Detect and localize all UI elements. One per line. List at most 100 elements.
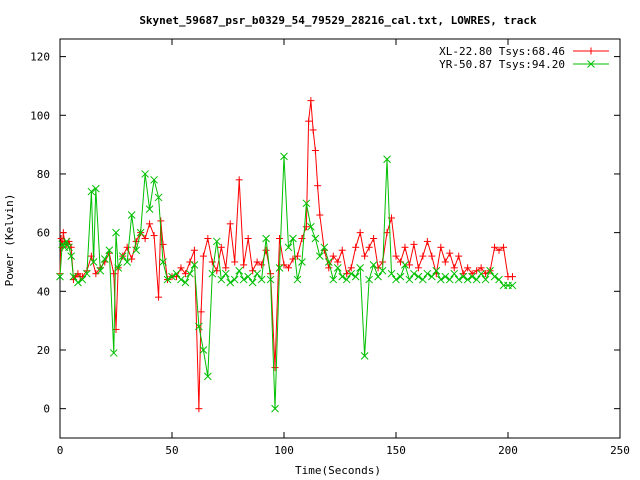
data-point bbox=[275, 263, 284, 272]
data-point bbox=[450, 264, 458, 272]
data-point bbox=[253, 258, 261, 266]
data-point bbox=[311, 234, 320, 243]
data-point bbox=[360, 351, 369, 360]
data-point bbox=[226, 220, 234, 228]
data-point bbox=[105, 246, 114, 255]
data-point bbox=[59, 229, 67, 237]
data-point bbox=[315, 252, 324, 260]
data-point bbox=[132, 246, 141, 255]
data-point bbox=[482, 270, 490, 278]
data-point bbox=[96, 266, 105, 275]
data-point bbox=[271, 364, 279, 372]
data-point bbox=[333, 263, 342, 272]
data-point bbox=[347, 269, 356, 278]
data-point bbox=[190, 246, 198, 254]
data-point bbox=[454, 275, 463, 284]
data-point bbox=[490, 272, 499, 281]
data-point bbox=[172, 269, 181, 278]
data-point bbox=[186, 258, 194, 266]
data-point bbox=[334, 258, 342, 266]
data-point bbox=[100, 255, 109, 263]
data-point bbox=[472, 275, 481, 284]
data-point bbox=[316, 211, 324, 219]
data-point bbox=[280, 261, 288, 269]
y-tick-label: 100 bbox=[30, 109, 50, 122]
data-point bbox=[320, 243, 329, 252]
data-point bbox=[441, 258, 449, 266]
data-point bbox=[195, 322, 203, 331]
x-tick-label: 50 bbox=[165, 444, 178, 457]
data-point bbox=[150, 175, 158, 184]
legend-label: YR-50.87 Tsys:94.20 bbox=[439, 58, 565, 71]
data-point bbox=[276, 235, 284, 242]
data-point bbox=[311, 146, 319, 154]
data-point bbox=[159, 240, 167, 248]
data-point bbox=[450, 269, 459, 278]
data-point bbox=[190, 261, 199, 269]
data-point bbox=[114, 263, 123, 272]
data-point bbox=[127, 211, 136, 219]
data-point bbox=[203, 372, 212, 381]
series-line bbox=[59, 156, 513, 409]
x-tick-label: 200 bbox=[498, 444, 518, 457]
data-point bbox=[257, 275, 266, 284]
data-point bbox=[378, 266, 387, 275]
legend-item: YR-50.87 Tsys:94.20 bbox=[439, 58, 609, 71]
data-point bbox=[118, 252, 127, 260]
data-point bbox=[213, 267, 221, 275]
data-point bbox=[244, 272, 253, 281]
data-point bbox=[195, 405, 203, 413]
data-point bbox=[199, 346, 208, 354]
data-point bbox=[293, 275, 302, 284]
data-point bbox=[262, 246, 270, 254]
data-point bbox=[427, 272, 436, 281]
series-layer bbox=[56, 97, 517, 413]
data-point bbox=[155, 293, 163, 301]
data-point bbox=[401, 261, 409, 269]
data-point bbox=[356, 229, 364, 237]
data-point bbox=[123, 243, 131, 251]
data-point bbox=[217, 275, 226, 284]
y-tick-label: 80 bbox=[37, 168, 50, 181]
data-point bbox=[298, 235, 306, 242]
data-point bbox=[314, 182, 322, 190]
data-point bbox=[324, 258, 333, 266]
data-point bbox=[231, 258, 239, 266]
legend-label: XL-22.80 Tsys:68.46 bbox=[439, 45, 565, 58]
data-point bbox=[383, 155, 391, 164]
data-point bbox=[253, 269, 261, 278]
data-point bbox=[262, 234, 270, 243]
x-axis-label: Time(Seconds) bbox=[295, 464, 381, 477]
data-point bbox=[446, 249, 454, 257]
data-point bbox=[365, 275, 373, 284]
data-point bbox=[226, 278, 235, 287]
data-point bbox=[244, 235, 252, 242]
data-point bbox=[423, 269, 432, 278]
data-point bbox=[221, 269, 230, 278]
data-point bbox=[186, 269, 194, 278]
data-point bbox=[284, 264, 292, 272]
data-point bbox=[112, 325, 120, 333]
data-point bbox=[212, 237, 221, 246]
data-point bbox=[280, 152, 288, 161]
data-point bbox=[405, 275, 414, 284]
data-point bbox=[230, 275, 239, 284]
x-tick-label: 250 bbox=[610, 444, 630, 457]
data-point bbox=[302, 223, 310, 231]
data-point bbox=[459, 272, 468, 281]
data-point bbox=[249, 267, 257, 275]
data-point bbox=[67, 252, 76, 260]
data-point bbox=[159, 258, 167, 266]
data-point bbox=[284, 243, 293, 252]
data-point bbox=[396, 272, 405, 281]
data-point bbox=[351, 272, 360, 281]
data-point bbox=[441, 272, 450, 281]
data-point bbox=[168, 272, 176, 281]
data-point bbox=[343, 270, 351, 278]
data-point bbox=[401, 243, 409, 251]
data-point bbox=[266, 275, 275, 284]
data-point bbox=[150, 232, 158, 240]
series-1 bbox=[56, 97, 516, 413]
data-point bbox=[392, 252, 400, 260]
data-point bbox=[146, 220, 154, 228]
